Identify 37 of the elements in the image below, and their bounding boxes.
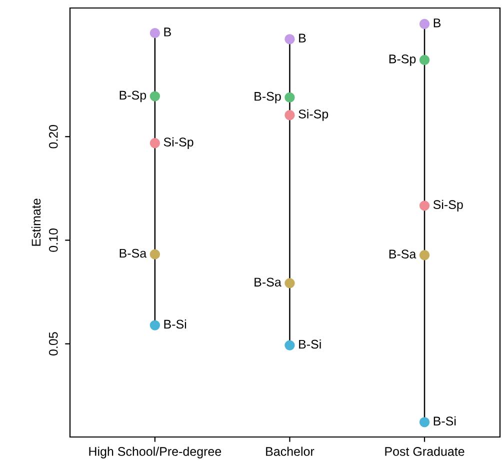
text: B-Sa (254, 278, 282, 287)
text: B-Sa (389, 250, 416, 258)
text: B-Sp (120, 90, 146, 102)
point (419, 200, 430, 211)
point (284, 34, 295, 44)
text: B-Sp (389, 54, 416, 66)
series-label: B-Sa (120, 248, 147, 258)
text: Si-Sp (433, 200, 463, 212)
text: B (434, 18, 441, 28)
point (150, 249, 160, 260)
y-tick-label: 0.05 (48, 332, 58, 356)
point (284, 92, 295, 103)
point (150, 138, 160, 148)
point (284, 110, 295, 120)
point (419, 18, 430, 30)
point (419, 417, 430, 428)
point (150, 320, 160, 330)
y-axis-title: Estimate (31, 198, 41, 246)
text: B (164, 28, 171, 36)
point (150, 91, 160, 102)
series-label: B-Si (299, 339, 321, 349)
text: B-Si (164, 319, 186, 329)
text: Si-Sp (298, 109, 328, 121)
point (419, 250, 430, 260)
text: B-Si (434, 416, 456, 426)
series-label: B-Sp (254, 92, 281, 104)
point (150, 28, 160, 38)
point (284, 340, 295, 350)
x-tick-label: Post Graduate (385, 446, 464, 456)
point (419, 54, 430, 66)
x-tick-label: Bachelor (266, 446, 314, 456)
x-tick-label: High School/Pre-degree (89, 446, 222, 458)
series-label: B (299, 34, 306, 42)
series-label: Si-Sp (164, 137, 194, 149)
y-tick-label: 0.20 (48, 124, 58, 148)
point (284, 278, 295, 288)
y-tick-label: 0.10 (48, 228, 58, 252)
